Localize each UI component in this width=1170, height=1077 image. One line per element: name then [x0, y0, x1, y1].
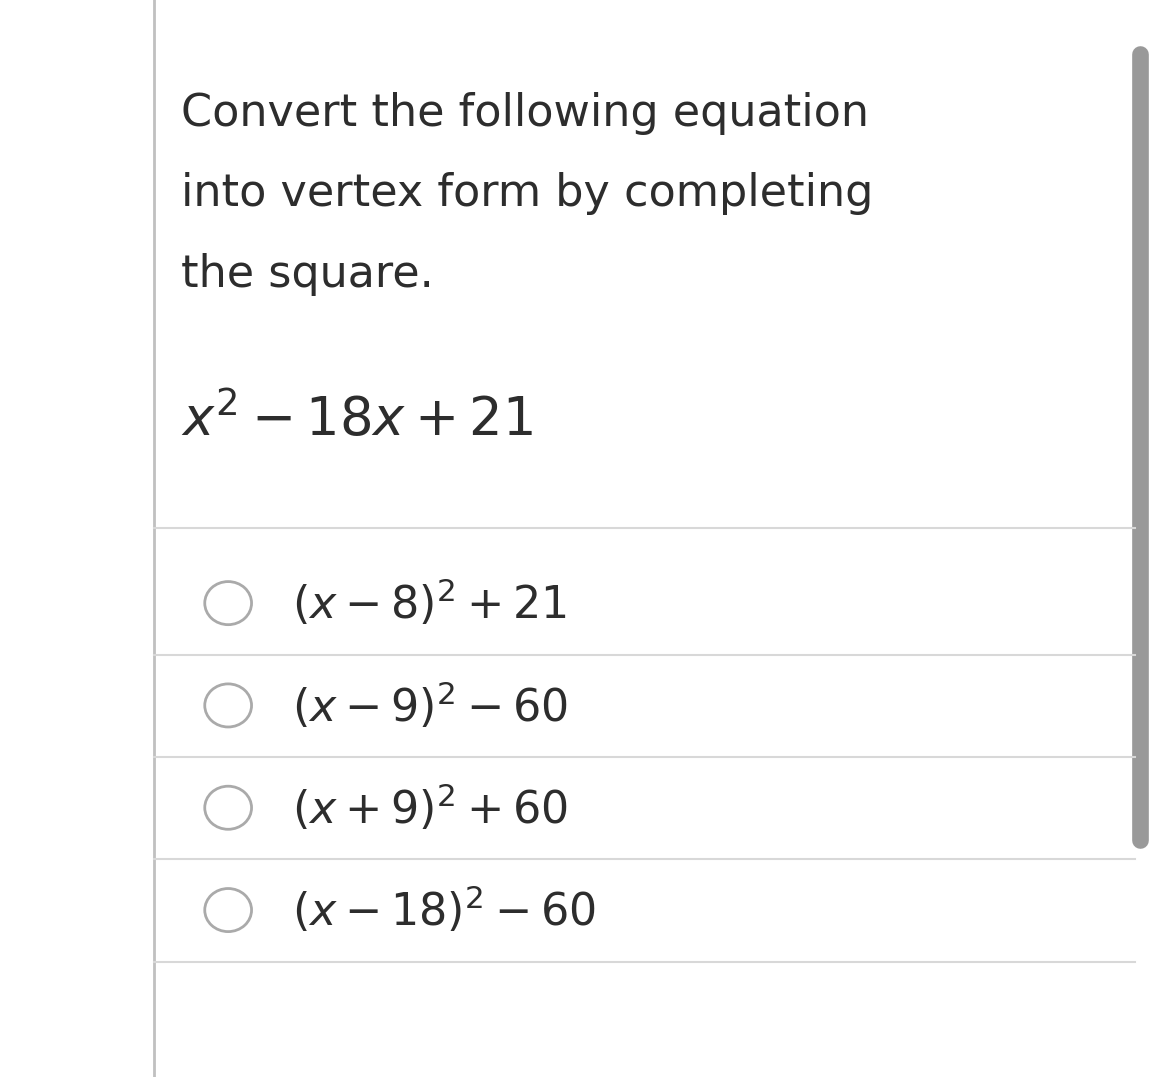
Text: $(x + 9)^2 + 60$: $(x + 9)^2 + 60$: [292, 783, 569, 833]
Text: $(x - 9)^2 - 60$: $(x - 9)^2 - 60$: [292, 681, 569, 730]
Text: $(x - 8)^2 + 21$: $(x - 8)^2 + 21$: [292, 578, 567, 628]
Text: Convert the following equation: Convert the following equation: [181, 92, 869, 135]
Text: $(x - 18)^2 - 60$: $(x - 18)^2 - 60$: [292, 885, 597, 935]
Text: $x^2 - 18x  + 21$: $x^2 - 18x + 21$: [181, 393, 534, 447]
Text: into vertex form by completing: into vertex form by completing: [181, 172, 874, 215]
Text: the square.: the square.: [181, 253, 434, 296]
